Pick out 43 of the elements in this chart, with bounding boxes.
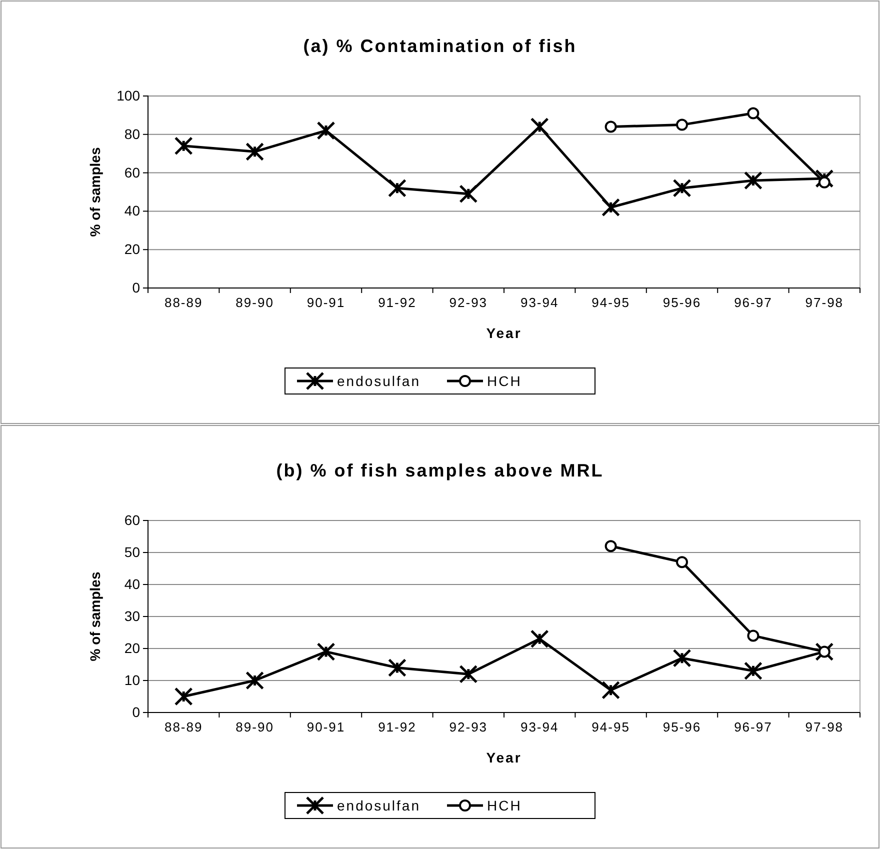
y-tick-label: 20	[124, 241, 140, 258]
y-tick-label: 0	[132, 704, 140, 720]
y-tick-label: 60	[124, 164, 140, 180]
legend-label: endosulfan	[337, 798, 421, 814]
y-tick-label: 30	[124, 608, 140, 624]
legend-label: HCH	[487, 373, 522, 389]
x-tick-label: 94-95	[592, 295, 630, 310]
y-axis-title: % of samples	[87, 572, 103, 662]
x-tick-label: 89-90	[236, 295, 274, 310]
x-tick-label: 96-97	[734, 295, 772, 310]
x-tick-label: 93-94	[520, 720, 559, 735]
x-tick-label: 90-91	[306, 295, 346, 310]
y-tick-label: 20	[124, 640, 140, 656]
chart-title: (a) % Contamination of fish	[303, 36, 577, 56]
y-tick-label: 10	[124, 672, 140, 688]
x-tick-label: 92-93	[449, 295, 488, 310]
x-tick-label: 91-92	[378, 720, 416, 735]
y-tick-label: 50	[124, 544, 140, 560]
x-tick-label: 92-93	[449, 720, 488, 735]
x-tick-label: 97-98	[805, 295, 844, 310]
y-tick-label: 0	[132, 279, 140, 296]
y-tick-label: 40	[124, 576, 140, 592]
x-tick-label: 89-90	[236, 720, 274, 735]
x-tick-label: 91-92	[378, 295, 416, 310]
y-tick-label: 60	[124, 512, 140, 528]
chart-title: (b) % of fish samples above MRL	[276, 460, 604, 480]
x-tick-label: 95-96	[662, 720, 702, 735]
x-tick-label: 95-96	[662, 295, 702, 310]
y-axis-title: % of samples	[87, 147, 103, 237]
x-tick-label: 96-97	[734, 720, 772, 735]
legend-label: HCH	[487, 798, 522, 814]
x-axis-title: Year	[486, 750, 522, 766]
y-tick-label: 40	[124, 202, 140, 219]
x-tick-label: 93-94	[520, 295, 559, 310]
legend-label: endosulfan	[337, 373, 421, 389]
x-tick-label: 90-91	[306, 720, 346, 735]
y-tick-label: 80	[124, 126, 140, 142]
x-tick-label: 88-89	[164, 295, 203, 310]
y-tick-label: 100	[116, 87, 140, 104]
x-tick-label: 94-95	[592, 720, 630, 735]
x-axis-title: Year	[486, 325, 522, 341]
x-tick-label: 97-98	[805, 720, 844, 735]
x-tick-label: 88-89	[164, 720, 203, 735]
